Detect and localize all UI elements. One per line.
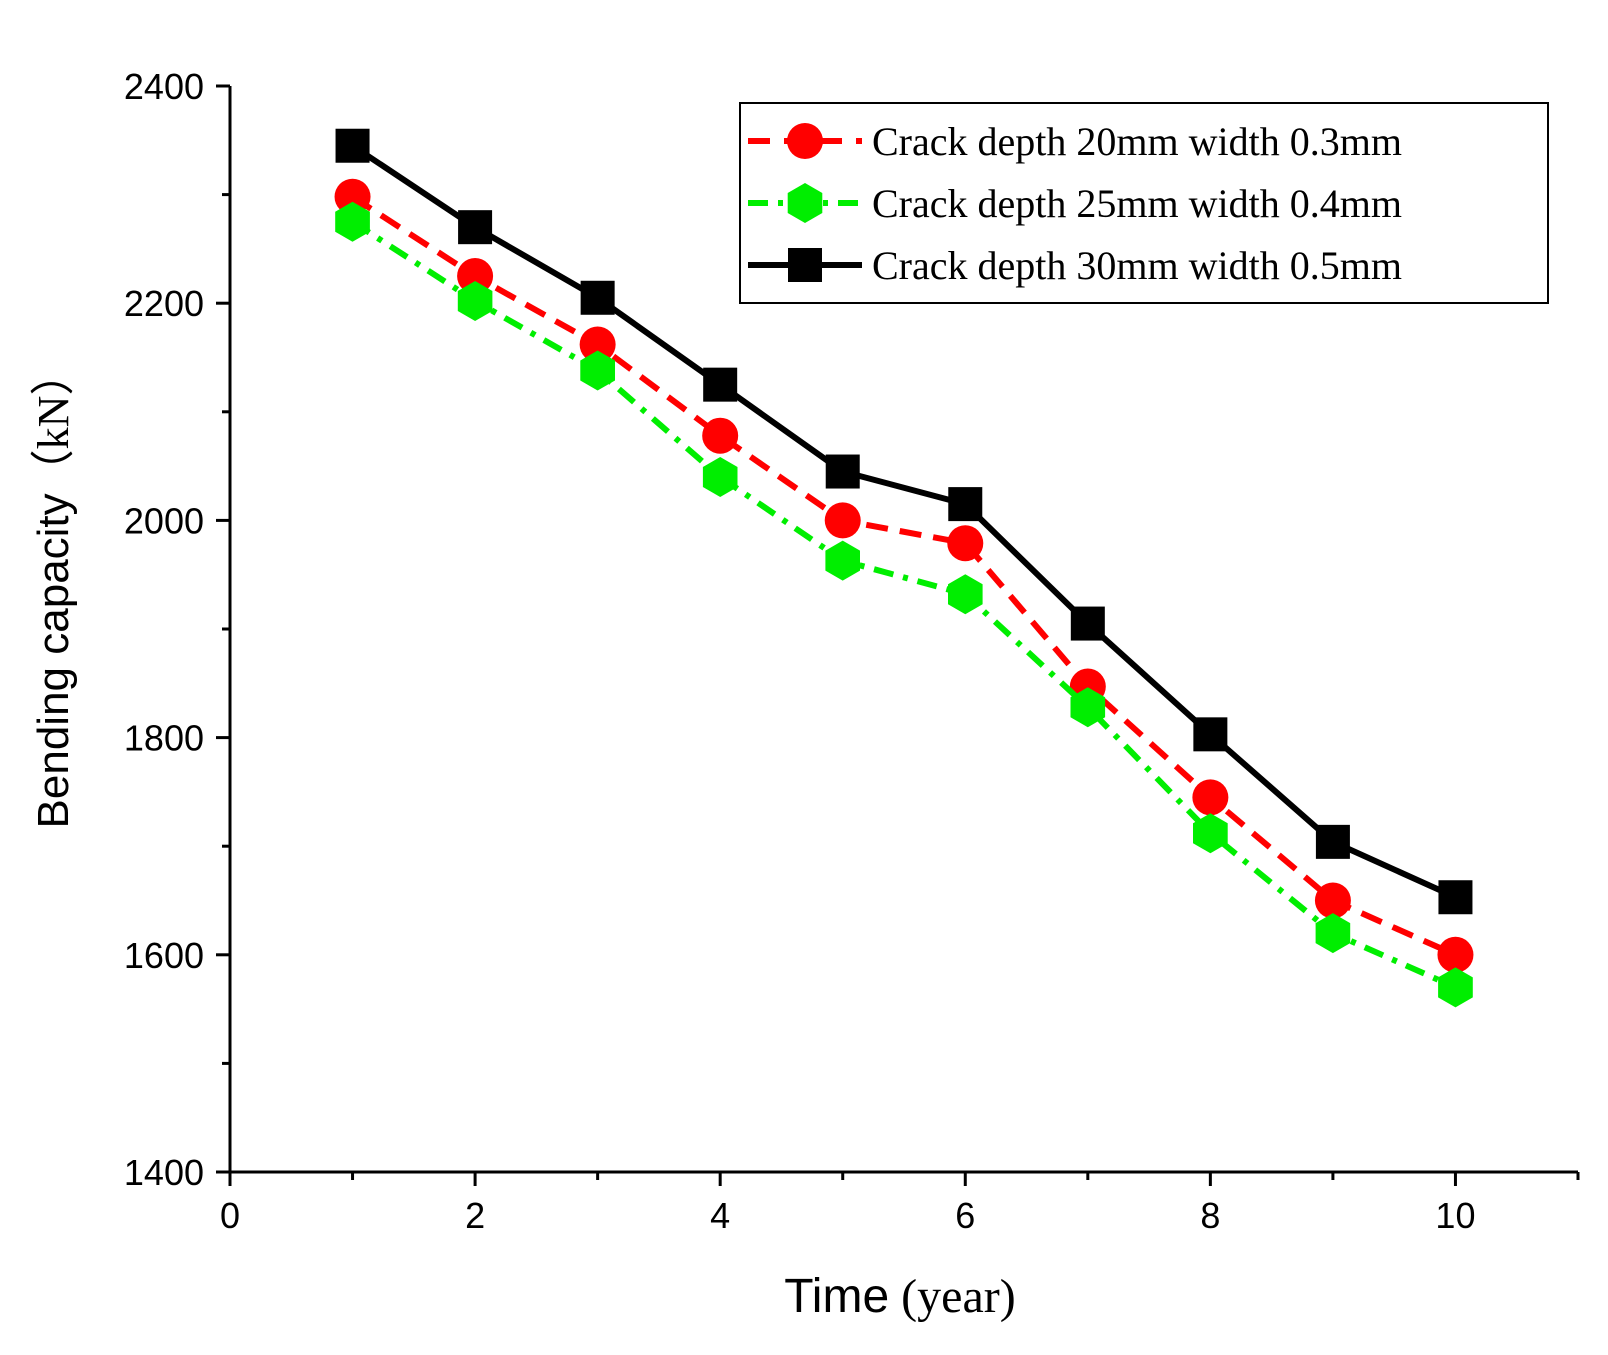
- data-point: [1438, 967, 1473, 1008]
- y-tick-label: 2400: [124, 66, 204, 107]
- x-tick-label: 0: [220, 1195, 240, 1236]
- data-point: [1193, 813, 1228, 854]
- x-tick-label: 2: [465, 1195, 485, 1236]
- data-point: [948, 487, 983, 522]
- data-point: [458, 210, 493, 245]
- data-point: [1315, 824, 1350, 859]
- x-axis-title: Time (year): [784, 1270, 1015, 1323]
- data-point: [1315, 913, 1351, 954]
- legend-label: Crack depth 25mm width 0.4mm: [872, 181, 1402, 226]
- x-axis-title-unit: (year): [889, 1270, 1016, 1323]
- data-point: [579, 326, 616, 363]
- legend-label: Crack depth 20mm width 0.3mm: [872, 119, 1402, 164]
- data-point: [1193, 717, 1228, 752]
- series-line: [350, 219, 1457, 991]
- data-point: [580, 280, 615, 315]
- y-axis-title-main: Bending capacity: [29, 493, 78, 828]
- data-point: [825, 540, 860, 581]
- legend: Crack depth 20mm width 0.3mm Crack depth …: [739, 102, 1549, 304]
- legend-item-2: Crack depth 25mm width 0.4mm: [748, 181, 1402, 226]
- data-point: [824, 502, 861, 539]
- legend-label: Crack depth 30mm width 0.5mm: [872, 243, 1402, 288]
- data-point: [947, 525, 984, 562]
- data-point: [702, 417, 739, 454]
- data-point: [334, 178, 371, 215]
- data-point: [1070, 687, 1106, 728]
- y-axis-title: Bending capacity（kN）: [29, 352, 78, 829]
- data-point: [335, 201, 370, 242]
- y-tick-label: 1800: [124, 718, 204, 759]
- data-point: [457, 281, 493, 321]
- data-point: [825, 454, 860, 489]
- series-line: [350, 194, 1457, 958]
- data-point: [1437, 936, 1474, 973]
- x-tick-label: 6: [955, 1195, 975, 1236]
- data-point: [1314, 882, 1351, 919]
- y-tick-label: 1600: [124, 935, 204, 976]
- x-tick-label: 8: [1200, 1195, 1220, 1236]
- y-tick-label: 1400: [124, 1152, 204, 1193]
- x-tick-label: 4: [710, 1195, 730, 1236]
- legend-marker: [787, 123, 823, 159]
- x-axis-title-main: Time: [784, 1270, 889, 1323]
- legend-marker: [787, 183, 823, 223]
- series-3: [335, 128, 1473, 915]
- series-layer: [334, 128, 1474, 1008]
- data-point: [457, 258, 494, 295]
- axes: 1400 1600 1800 2000 2200 2400 0 2 4 6 8 10: [124, 66, 1580, 1236]
- y-tick-label: 2200: [124, 283, 204, 324]
- y-tick-label: 2000: [124, 500, 204, 541]
- series-line: [350, 143, 1457, 900]
- series-1: [334, 178, 1474, 973]
- data-point: [1070, 606, 1105, 641]
- data-point: [580, 350, 615, 391]
- data-point: [702, 457, 738, 497]
- data-point: [1192, 779, 1229, 816]
- y-axis-title-unit: （kN）: [29, 352, 78, 494]
- data-point: [1438, 880, 1473, 915]
- legend-item-1: Crack depth 20mm width 0.3mm: [748, 119, 1402, 164]
- legend-marker: [788, 248, 822, 282]
- legend-box: [739, 102, 1549, 304]
- x-tick-label: 10: [1435, 1195, 1475, 1236]
- data-point: [948, 574, 983, 615]
- legend-item-3: Crack depth 30mm width 0.5mm: [748, 243, 1402, 288]
- data-point: [335, 128, 370, 163]
- series-2: [335, 201, 1473, 1008]
- data-point: [703, 367, 738, 402]
